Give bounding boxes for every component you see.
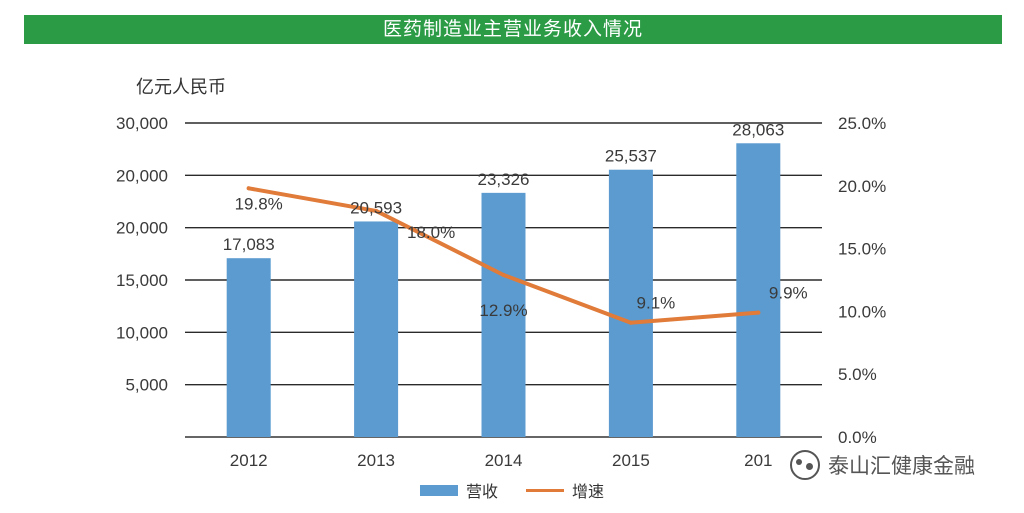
legend-label-revenue: 营收 [466, 482, 499, 501]
left-axis-tick-label: 5,000 [125, 376, 168, 395]
right-axis-tick-label: 0.0% [838, 428, 877, 447]
wechat-icon [790, 450, 820, 480]
bar-data-label: 25,537 [605, 147, 657, 166]
bar [481, 192, 526, 437]
bar-data-label: 28,063 [732, 120, 784, 139]
line-data-label: 12.9% [479, 301, 527, 320]
right-axis-tick-label: 15.0% [838, 240, 886, 259]
legend-item-revenue: 营收 [420, 478, 498, 502]
watermark: 泰山汇健康金融 [790, 450, 975, 480]
left-axis-tick-label: 30,000 [116, 114, 168, 133]
bar [354, 221, 399, 437]
line-data-label: 18.0% [407, 223, 455, 242]
right-axis-tick-label: 10.0% [838, 302, 886, 321]
bar-data-label: 23,326 [478, 170, 530, 189]
bar [226, 258, 271, 437]
legend-swatch-line [526, 488, 565, 492]
line-data-label: 9.1% [637, 294, 676, 313]
bar [608, 169, 653, 437]
x-axis-tick-label: 2014 [485, 451, 523, 470]
bar-data-label: 17,083 [223, 235, 275, 254]
x-axis-tick-label: 201 [744, 451, 772, 470]
watermark-text: 泰山汇健康金融 [828, 454, 975, 478]
legend-label-growth: 增速 [572, 482, 605, 501]
line-data-label: 19.8% [235, 194, 283, 213]
growth-point [374, 208, 379, 213]
x-axis-tick-label: 2012 [230, 451, 268, 470]
x-axis-tick-label: 2013 [357, 451, 395, 470]
left-axis-tick-label: 15,000 [116, 271, 168, 290]
right-axis-tick-label: 25.0% [838, 114, 886, 133]
x-axis-tick-label: 2015 [612, 451, 650, 470]
bar [736, 143, 781, 437]
growth-point [756, 310, 761, 315]
growth-point [246, 186, 251, 191]
growth-point [501, 272, 506, 277]
line-data-label: 9.9% [769, 284, 808, 303]
legend-swatch-bar [420, 484, 458, 496]
left-axis-tick-label: 10,000 [116, 323, 168, 342]
left-axis-unit-label: 亿元人民币 [136, 77, 226, 98]
left-axis-tick-label: 20,000 [116, 166, 168, 185]
left-axis-tick-label: 20,000 [116, 219, 168, 238]
legend-item-growth: 增速 [526, 478, 604, 502]
growth-point [628, 320, 633, 325]
chart-title: 医药制造业主营业务收入情况 [24, 15, 1002, 44]
right-axis-tick-label: 5.0% [838, 365, 877, 384]
legend: 营收 增速 [420, 478, 632, 502]
right-axis-tick-label: 20.0% [838, 177, 886, 196]
bar-data-label: 20,593 [350, 198, 402, 217]
